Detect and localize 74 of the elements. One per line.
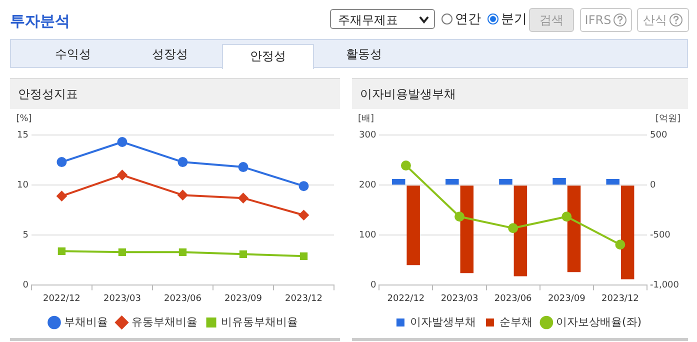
point — [178, 157, 188, 168]
bar — [392, 179, 406, 185]
point — [56, 191, 67, 202]
text: 산식 — [643, 12, 667, 29]
bar — [406, 186, 420, 266]
point — [238, 193, 248, 204]
point — [178, 248, 187, 256]
text: 성장성 — [151, 46, 189, 63]
point — [239, 250, 248, 258]
text: 안정성 — [222, 44, 314, 69]
chart-title: 이자비용발생부채 — [352, 78, 688, 109]
chart-title: 안정성지표 — [10, 78, 340, 109]
point — [615, 240, 626, 250]
bar — [499, 179, 512, 185]
legend-label: 순부채 — [499, 315, 532, 328]
text: 활동성 — [345, 46, 383, 63]
x-tick-label: 2023/06 — [494, 294, 532, 304]
point — [298, 210, 309, 220]
bar — [514, 186, 528, 276]
y-tick-label: 300 — [358, 130, 376, 140]
legend-label: 이자보상배율(좌) — [556, 315, 642, 328]
legend-label: 부채비율 — [64, 315, 108, 328]
point — [562, 212, 572, 222]
text: 수익성 — [54, 46, 92, 63]
point — [238, 162, 248, 172]
y-tick-label: 100 — [358, 230, 376, 240]
bar — [552, 178, 566, 185]
point — [56, 157, 67, 168]
y-axis-title: [배] — [358, 114, 374, 124]
bar — [460, 186, 474, 274]
point — [117, 170, 128, 180]
point — [454, 212, 465, 222]
bar — [606, 179, 620, 185]
point — [508, 223, 518, 234]
legend-label: 이자발생부채 — [410, 315, 476, 328]
text: 검색 — [529, 8, 574, 32]
y-tick-label: 0 — [370, 280, 376, 291]
y-tick-label: 5 — [22, 230, 28, 240]
y2-tick-label: -1,000 — [650, 280, 680, 291]
text: IFRS — [584, 12, 612, 29]
point — [300, 252, 308, 260]
bar — [446, 179, 459, 185]
point — [117, 137, 128, 148]
x-tick-label: 2023/03 — [104, 294, 141, 304]
y2-tick-label: 500 — [650, 130, 668, 140]
x-tick-label: 2023/03 — [440, 294, 478, 304]
bar — [620, 186, 634, 280]
legend-label: 유동부채비율 — [131, 315, 198, 328]
x-tick-label: 2023/09 — [224, 294, 262, 304]
y-axis-title: [%] — [16, 114, 32, 124]
x-tick-label: 2023/09 — [548, 294, 586, 304]
y-tick-label: 10 — [17, 180, 29, 190]
y-tick-label: 200 — [358, 180, 376, 190]
text: 연간 — [455, 11, 481, 28]
x-tick-label: 2023/12 — [602, 294, 639, 304]
y-tick-label: 15 — [17, 130, 28, 140]
point — [58, 247, 66, 255]
x-tick-label: 2022/12 — [387, 294, 425, 304]
point — [118, 248, 126, 256]
text: 투자분석 — [10, 12, 70, 31]
x-tick-label: 2022/12 — [43, 294, 80, 304]
x-tick-label: 2023/12 — [285, 294, 322, 304]
legend-label: 비유동부채비율 — [220, 315, 298, 328]
text: 분기 — [501, 11, 527, 28]
point — [298, 181, 309, 192]
y2-axis-title: [억원] — [655, 114, 681, 124]
y2-tick-label: -500 — [650, 230, 671, 240]
bar — [567, 186, 581, 272]
x-tick-label: 2023/06 — [164, 294, 202, 304]
point — [400, 160, 411, 171]
text: 주재무제표 — [330, 9, 435, 29]
y-tick-label: 0 — [22, 280, 29, 291]
point — [178, 190, 188, 200]
y2-tick-label: 0 — [650, 180, 656, 190]
